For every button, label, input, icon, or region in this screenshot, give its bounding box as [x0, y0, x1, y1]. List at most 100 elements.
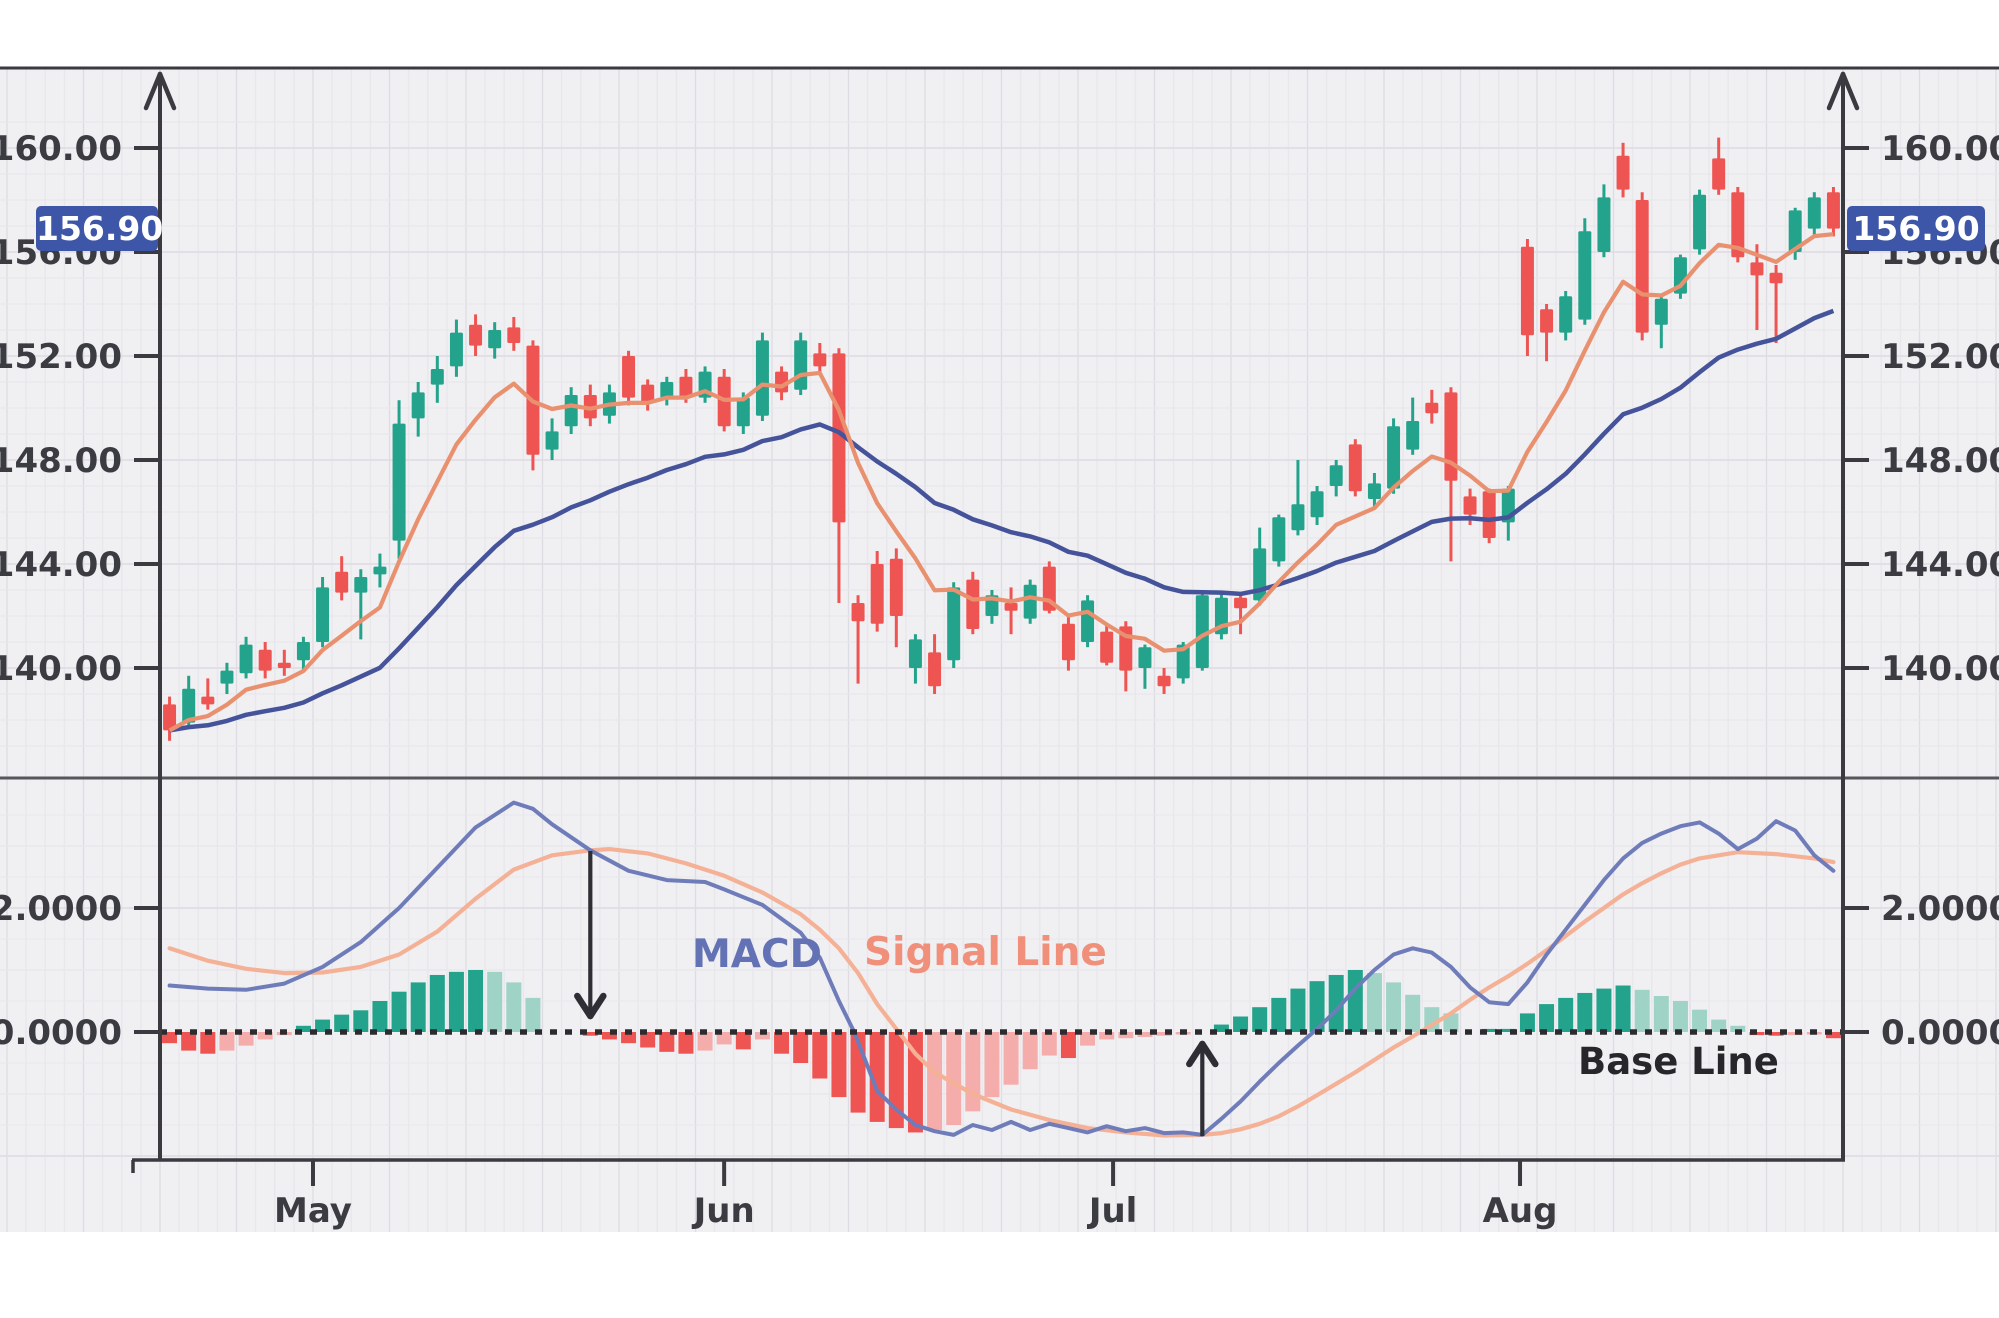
macd-histogram-bar	[468, 970, 484, 1032]
macd-histogram-bar	[716, 1032, 732, 1045]
macd-line-label: MACD	[692, 932, 822, 977]
candle-down	[1348, 444, 1362, 492]
macd-histogram-bar	[1653, 996, 1669, 1032]
candle-down	[641, 384, 655, 403]
macd-histogram-bar	[1366, 973, 1382, 1032]
candle-down	[1444, 392, 1458, 481]
axis-tick-label: 2.0000	[0, 889, 122, 929]
candle-down	[889, 558, 903, 616]
candle-down	[1425, 402, 1439, 414]
candle-down	[1234, 597, 1248, 609]
candle-down	[277, 662, 291, 668]
macd-histogram-bar	[621, 1032, 637, 1044]
macd-histogram-bar	[640, 1032, 656, 1048]
candle-down	[1731, 192, 1745, 258]
macd-histogram-bar	[1080, 1032, 1096, 1046]
macd-histogram-bar	[1596, 988, 1612, 1032]
macd-histogram-bar	[1481, 1028, 1497, 1032]
candle-up	[1387, 426, 1401, 489]
candle-down	[201, 696, 215, 705]
x-axis-month-label: Aug	[1483, 1191, 1558, 1231]
macd-histogram-bar	[1022, 1032, 1038, 1070]
candle-up	[411, 392, 425, 419]
candle-down	[870, 564, 884, 624]
candle-up	[1788, 210, 1802, 252]
macd-histogram-bar	[1328, 974, 1344, 1032]
macd-histogram-bar	[1519, 1013, 1535, 1032]
axis-tick-label: 0.0000	[1881, 1013, 1999, 1053]
axis-labels: 160.00160.00156.00156.00152.00152.00148.…	[0, 129, 1999, 1231]
candle-down	[1616, 155, 1630, 190]
candle-up	[1559, 296, 1573, 333]
candle-up	[220, 670, 234, 684]
macd-histogram-bar	[391, 991, 407, 1032]
candle-up	[430, 369, 444, 385]
macd-histogram-bar	[429, 974, 445, 1032]
axes	[0, 66, 1999, 1186]
macd-histogram-bar	[200, 1032, 216, 1054]
macd-histogram-bar	[1539, 1004, 1555, 1032]
buy-crossover-arrow	[1186, 1040, 1219, 1136]
macd-histogram-bar	[869, 1032, 885, 1122]
candle-up	[316, 587, 330, 642]
macd-histogram-bar	[965, 1032, 981, 1112]
macd-histogram-bar	[1099, 1032, 1115, 1040]
candle-down	[622, 356, 636, 398]
candle-down	[928, 652, 942, 687]
candle-down	[1635, 200, 1649, 333]
candle-up	[296, 642, 310, 661]
macd-histogram-bar	[1825, 1032, 1841, 1039]
macd-histogram-bar	[946, 1032, 962, 1125]
candle-down	[1520, 246, 1534, 336]
candle-up	[947, 587, 961, 661]
candle-down	[163, 704, 177, 731]
axis-tick-label: 160.00	[0, 129, 122, 169]
candle-down	[679, 376, 693, 398]
macd-histogram-bar	[774, 1032, 790, 1054]
candle-up	[1597, 197, 1611, 252]
macd-histogram-bar	[678, 1032, 694, 1054]
candle-down	[507, 327, 521, 343]
slow-ma-series	[169, 308, 1835, 733]
macd-histogram-bar	[984, 1032, 1000, 1098]
axis-tick-label: 140.00	[1881, 649, 1999, 689]
signal-line-label: Signal Line	[864, 930, 1107, 975]
candle-up	[354, 577, 368, 593]
macd-histogram-bar	[1309, 981, 1325, 1032]
last-price-badge-right: 156.90	[1847, 206, 1985, 251]
macd-histogram-bar	[1137, 1032, 1153, 1037]
macd-histogram-bar	[257, 1032, 273, 1040]
macd-histogram-bar	[1500, 1028, 1516, 1032]
candle-down	[1769, 272, 1783, 284]
macd-histogram-bar	[372, 1001, 388, 1032]
macd-histogram-bar	[1213, 1024, 1229, 1032]
candle-down	[1004, 603, 1018, 611]
axis-tick-label: 152.00	[1881, 337, 1999, 377]
macd-histogram-bar	[219, 1032, 235, 1051]
candle-down	[1712, 158, 1726, 190]
candle-down	[258, 649, 272, 671]
candle-up	[392, 423, 406, 541]
candle-down	[1061, 623, 1075, 661]
candle-up	[736, 397, 750, 427]
macd-histogram-bar	[295, 1025, 311, 1032]
macd-histogram-bar	[582, 1032, 598, 1036]
macd-histogram-bar	[448, 971, 464, 1032]
candle-up	[1272, 517, 1286, 562]
axis-tick-label: 148.00	[0, 441, 122, 481]
sell-crossover-arrow	[574, 851, 607, 1020]
fast-ma-series	[168, 232, 1834, 733]
base-line-label: Base Line	[1578, 1040, 1779, 1083]
candle-down	[469, 324, 483, 346]
macd-histogram-bar	[1615, 985, 1631, 1032]
macd-histogram-bar	[601, 1032, 617, 1040]
candle-up	[1654, 298, 1668, 325]
candle-up	[1176, 644, 1190, 679]
candle-up	[660, 382, 674, 398]
macd-histogram-bar	[1672, 1001, 1688, 1032]
candle-up	[239, 644, 253, 674]
slow-ma-line	[169, 308, 1835, 733]
candle-up	[545, 431, 559, 450]
macd-histogram-bar	[238, 1032, 254, 1046]
